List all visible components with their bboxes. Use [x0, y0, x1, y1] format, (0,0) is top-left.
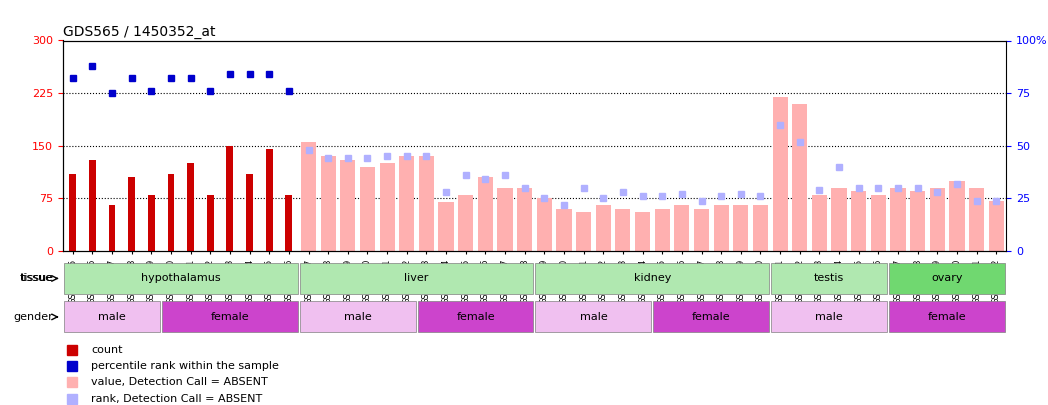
Bar — [399, 156, 414, 251]
FancyBboxPatch shape — [162, 301, 298, 333]
Bar — [89, 160, 95, 251]
Bar — [109, 205, 115, 251]
FancyBboxPatch shape — [417, 301, 533, 333]
Bar — [128, 177, 135, 251]
Bar — [969, 188, 984, 251]
Bar — [595, 205, 611, 251]
Bar — [871, 195, 886, 251]
Bar — [438, 202, 454, 251]
Bar — [891, 188, 905, 251]
FancyBboxPatch shape — [536, 263, 769, 294]
Bar — [379, 163, 395, 251]
Bar — [851, 192, 867, 251]
Bar — [714, 205, 728, 251]
Text: male: male — [99, 312, 126, 322]
Bar — [285, 195, 292, 251]
FancyBboxPatch shape — [300, 301, 416, 333]
Text: male: male — [815, 312, 843, 322]
Text: gender: gender — [14, 312, 53, 322]
Bar — [517, 188, 532, 251]
Bar — [812, 195, 827, 251]
Bar — [498, 188, 512, 251]
Bar — [752, 205, 768, 251]
Bar — [792, 104, 807, 251]
Bar — [576, 213, 591, 251]
Bar — [188, 163, 194, 251]
Bar — [359, 167, 375, 251]
Text: value, Detection Call = ABSENT: value, Detection Call = ABSENT — [91, 377, 268, 387]
Text: percentile rank within the sample: percentile rank within the sample — [91, 361, 279, 371]
Text: count: count — [91, 345, 123, 355]
Text: hypothalamus: hypothalamus — [141, 273, 220, 283]
Text: ovary: ovary — [932, 273, 963, 283]
Bar — [831, 188, 847, 251]
Bar — [478, 177, 493, 251]
Bar — [910, 192, 925, 251]
Bar — [301, 142, 316, 251]
Bar — [930, 188, 945, 251]
Bar — [772, 97, 788, 251]
Text: testis: testis — [814, 273, 845, 283]
FancyBboxPatch shape — [64, 263, 298, 294]
Bar — [458, 195, 474, 251]
FancyBboxPatch shape — [771, 301, 888, 333]
FancyBboxPatch shape — [64, 301, 160, 333]
Text: male: male — [344, 312, 371, 322]
Bar — [168, 174, 174, 251]
Bar — [246, 174, 253, 251]
Bar — [341, 160, 355, 251]
Text: tissue: tissue — [21, 273, 53, 283]
FancyBboxPatch shape — [653, 301, 769, 333]
Text: female: female — [211, 312, 249, 322]
FancyBboxPatch shape — [889, 263, 1005, 294]
Bar — [734, 205, 748, 251]
Bar — [556, 209, 571, 251]
Bar — [988, 200, 1004, 251]
Bar — [419, 156, 434, 251]
Bar — [615, 209, 631, 251]
Bar — [226, 146, 234, 251]
Bar — [694, 209, 709, 251]
Text: rank, Detection Call = ABSENT: rank, Detection Call = ABSENT — [91, 394, 262, 403]
Text: kidney: kidney — [634, 273, 671, 283]
Bar — [266, 149, 272, 251]
FancyBboxPatch shape — [771, 263, 888, 294]
FancyBboxPatch shape — [300, 263, 533, 294]
Text: GDS565 / 1450352_at: GDS565 / 1450352_at — [63, 26, 216, 39]
FancyBboxPatch shape — [889, 301, 1005, 333]
Text: male: male — [580, 312, 607, 322]
Bar — [321, 156, 335, 251]
Bar — [655, 209, 670, 251]
Bar — [148, 195, 155, 251]
FancyBboxPatch shape — [536, 301, 652, 333]
Bar — [949, 181, 964, 251]
Text: female: female — [692, 312, 730, 322]
Bar — [69, 174, 77, 251]
Bar — [635, 213, 650, 251]
Bar — [206, 195, 214, 251]
Bar — [674, 205, 690, 251]
Bar — [537, 198, 552, 251]
Text: liver: liver — [405, 273, 429, 283]
Text: female: female — [927, 312, 966, 322]
Text: tissue: tissue — [20, 273, 53, 283]
Text: female: female — [456, 312, 495, 322]
